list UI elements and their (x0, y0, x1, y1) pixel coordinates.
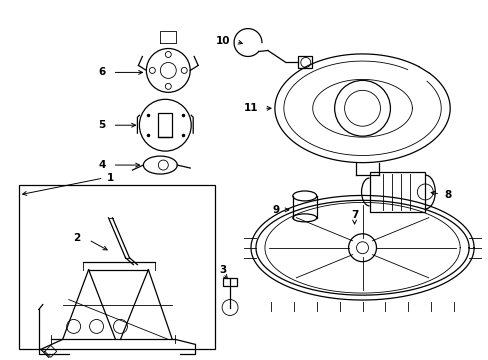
Text: 10: 10 (215, 36, 229, 46)
Text: 4: 4 (98, 160, 105, 170)
Text: 3: 3 (219, 265, 226, 275)
Bar (19, 185, 215, 349)
Text: 5: 5 (98, 120, 105, 130)
Text: 8: 8 (443, 190, 450, 200)
Bar (297, 57, 311, 68)
Text: 11: 11 (243, 103, 258, 113)
Bar (158, 113, 172, 137)
Text: 2: 2 (73, 233, 81, 243)
Text: 1: 1 (107, 173, 114, 183)
Text: 6: 6 (98, 67, 105, 77)
Bar (369, 172, 425, 212)
Text: 9: 9 (272, 205, 279, 215)
Text: 7: 7 (350, 210, 358, 220)
Bar (223, 278, 237, 285)
